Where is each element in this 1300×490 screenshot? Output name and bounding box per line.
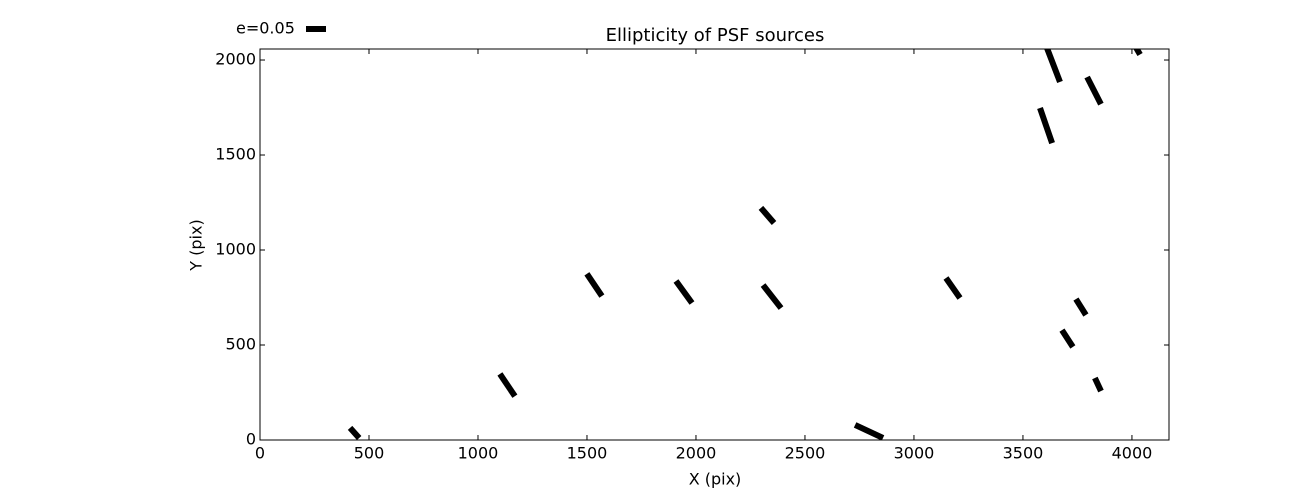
x-tick-label: 500 [354,444,385,463]
whisker [1092,376,1104,393]
plot-frame [259,48,1170,441]
whisker [1044,49,1063,84]
whisker [347,425,362,440]
x-tick-label: 2500 [785,444,826,463]
x-tick-label: 4000 [1112,444,1153,463]
whisker [584,272,605,298]
whisker [1084,75,1104,106]
x-tick-label: 3500 [1003,444,1044,463]
whisker [1037,107,1055,145]
x-tick-label: 3000 [894,444,935,463]
whisker [1073,297,1089,317]
x-tick-label: 1500 [567,444,608,463]
x-tick-label: 1000 [458,444,499,463]
key-label: e=0.05 [236,19,295,38]
y-tick-label: 0 [246,430,256,449]
y-tick-label: 1500 [215,145,256,164]
chart-title: Ellipticity of PSF sources [606,25,825,46]
y-tick-label: 500 [225,335,256,354]
plot-area [347,49,1143,440]
whisker [760,283,784,310]
x-axis-label: X (pix) [689,470,742,489]
whisker [1133,49,1143,57]
y-tick-label: 1000 [215,240,256,259]
y-tick-label: 2000 [215,50,256,69]
x-tick-label: 0 [255,444,265,463]
whisker [943,276,963,300]
y-axis-label: Y (pix) [187,219,206,271]
whisker [497,372,518,398]
whisker [853,422,885,440]
whisker [673,279,695,305]
x-tick-label: 2000 [676,444,717,463]
whisker [1059,328,1076,349]
whisker [758,205,777,225]
